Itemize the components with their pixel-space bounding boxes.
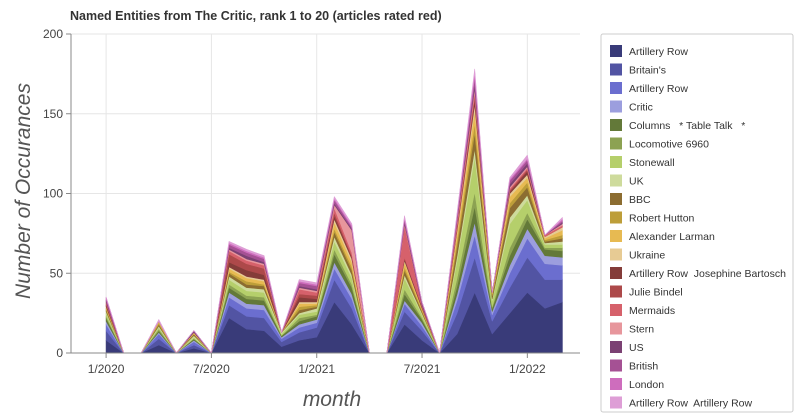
chart-title: Named Entities from The Critic, rank 1 t… (70, 9, 442, 23)
legend-label: Artillery Row Artillery Row (629, 398, 753, 410)
legend-swatch (610, 211, 622, 224)
legend-swatch (610, 82, 622, 94)
legend-swatch (610, 285, 622, 298)
legend-swatch (610, 378, 622, 390)
legend-swatch (610, 156, 622, 168)
y-axis-title: Number of Occurances (12, 83, 35, 299)
legend-label: British (629, 361, 658, 373)
legend-label: BBC (629, 194, 651, 206)
legend-swatch (610, 341, 622, 353)
legend-label: Locomotive 6960 (629, 139, 709, 151)
y-tick-labels: 0 50 100 150 200 (43, 27, 71, 360)
legend-label: Stern (629, 324, 654, 336)
legend-swatch (610, 396, 622, 409)
legend-label: Artillery Row Josephine Bartosch (629, 268, 786, 280)
legend-label: Stonewall (629, 157, 675, 169)
legend-swatch (610, 267, 622, 279)
legend-swatch (610, 304, 622, 316)
legend-swatch (610, 63, 622, 76)
legend-swatch (610, 193, 622, 205)
legend-label: Robert Hutton (629, 213, 695, 225)
legend-swatch (610, 174, 622, 187)
y-tick-label: 100 (43, 187, 63, 201)
y-tick-label: 200 (43, 27, 63, 41)
legend-swatch (610, 100, 622, 113)
y-tick-label: 0 (56, 346, 63, 360)
legend-swatch (610, 45, 622, 57)
legend-label: Artillery Row (629, 83, 688, 95)
x-tick-label: 7/2021 (404, 362, 441, 376)
legend-label: Columns * Table Talk * (629, 120, 745, 132)
x-axis-title: month (303, 388, 361, 411)
legend-label: Artillery Row (629, 46, 688, 58)
legend-label: London (629, 379, 664, 391)
legend-label: Julie Bindel (629, 287, 683, 299)
x-tick-label: 1/2022 (509, 362, 546, 376)
legend-swatch (610, 248, 622, 261)
y-tick-label: 50 (50, 266, 64, 280)
x-tick-label: 7/2020 (193, 362, 230, 376)
legend-swatch (610, 119, 622, 131)
legend-label: Britain's (629, 65, 666, 77)
legend: Artillery Row Britain's Artillery Row Criti… (600, 33, 794, 413)
legend-label: US (629, 342, 644, 354)
legend-box (600, 33, 794, 413)
legend-label: UK (629, 176, 644, 188)
x-tick-label: 1/2021 (298, 362, 335, 376)
x-tick-labels: 1/2020 7/2020 1/2021 7/2021 1/2022 (88, 353, 546, 376)
legend-swatch (610, 137, 622, 150)
legend-swatch (610, 359, 622, 372)
area-layer (105, 68, 563, 354)
x-tick-label: 1/2020 (88, 362, 125, 376)
legend-swatch (610, 230, 622, 242)
legend-label: Alexander Larman (629, 231, 715, 243)
legend-label: Critic (629, 102, 653, 114)
area-series-20 (105, 68, 563, 354)
legend-swatch (610, 322, 622, 335)
y-tick-label: 150 (43, 107, 63, 121)
legend-label: Ukraine (629, 250, 665, 262)
legend-label: Mermaids (629, 305, 675, 317)
